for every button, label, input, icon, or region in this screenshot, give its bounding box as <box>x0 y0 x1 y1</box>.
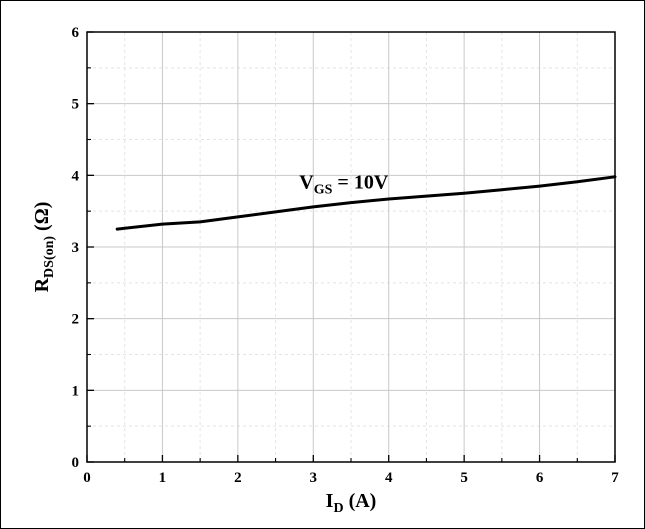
vgs-annotation: VGS = 10V <box>299 172 389 198</box>
major-grid <box>87 32 615 462</box>
x-tick-label: 1 <box>159 470 167 486</box>
y-tick-label: 2 <box>72 312 80 328</box>
y-tick-label: 1 <box>72 383 80 399</box>
x-tick-label: 7 <box>611 470 619 486</box>
y-tick-label: 4 <box>72 168 80 184</box>
y-title-tail: (Ω) <box>31 202 53 236</box>
y-title-sub: DS(on) <box>42 236 57 278</box>
y-tick-label: 6 <box>72 25 80 41</box>
series-line <box>115 175 617 231</box>
y-tick-label: 5 <box>72 97 80 113</box>
y-tick-label: 3 <box>72 240 80 256</box>
x-tick-label: 6 <box>536 470 544 486</box>
axis-ticks <box>86 31 616 463</box>
y-title-main: R <box>31 277 53 292</box>
annotation-main: V <box>299 172 314 194</box>
annotation-sub: GS <box>314 183 333 198</box>
x-tick-label: 5 <box>460 470 468 486</box>
x-axis-title: ID (A) <box>326 490 377 516</box>
x-tick-labels: 0 1 2 3 4 5 6 7 <box>83 470 619 486</box>
x-title-main: I <box>326 490 334 512</box>
y-tick-label: 0 <box>72 455 80 471</box>
x-tick-label: 3 <box>310 470 318 486</box>
y-tick-labels: 0 1 2 3 4 5 6 <box>72 25 80 471</box>
x-title-sub: D <box>333 501 343 516</box>
minor-grid <box>87 32 615 462</box>
x-tick-label: 2 <box>234 470 242 486</box>
annotation-tail: = 10V <box>332 172 388 194</box>
y-axis-title: RDS(on) (Ω) <box>31 202 57 293</box>
x-title-tail: (A) <box>344 490 377 512</box>
x-tick-label: 4 <box>385 470 393 486</box>
x-tick-label: 0 <box>83 470 91 486</box>
